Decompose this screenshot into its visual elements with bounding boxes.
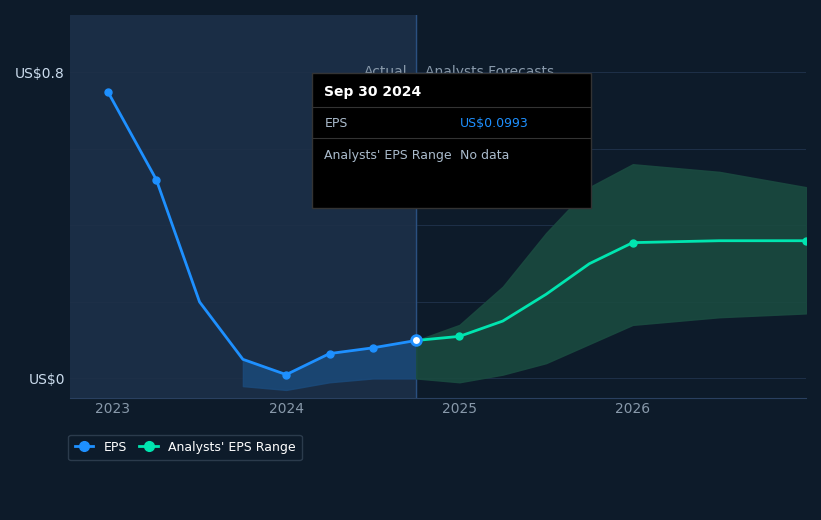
Text: Actual: Actual — [364, 64, 407, 79]
Bar — [70, 15, 416, 398]
Legend: EPS, Analysts' EPS Range: EPS, Analysts' EPS Range — [68, 435, 302, 460]
Text: No data: No data — [460, 149, 509, 162]
Text: EPS: EPS — [324, 118, 347, 131]
Text: Analysts Forecasts: Analysts Forecasts — [424, 64, 554, 79]
Text: Sep 30 2024: Sep 30 2024 — [324, 85, 421, 99]
Text: US$0.0993: US$0.0993 — [460, 118, 529, 131]
Text: Analysts' EPS Range: Analysts' EPS Range — [324, 149, 452, 162]
